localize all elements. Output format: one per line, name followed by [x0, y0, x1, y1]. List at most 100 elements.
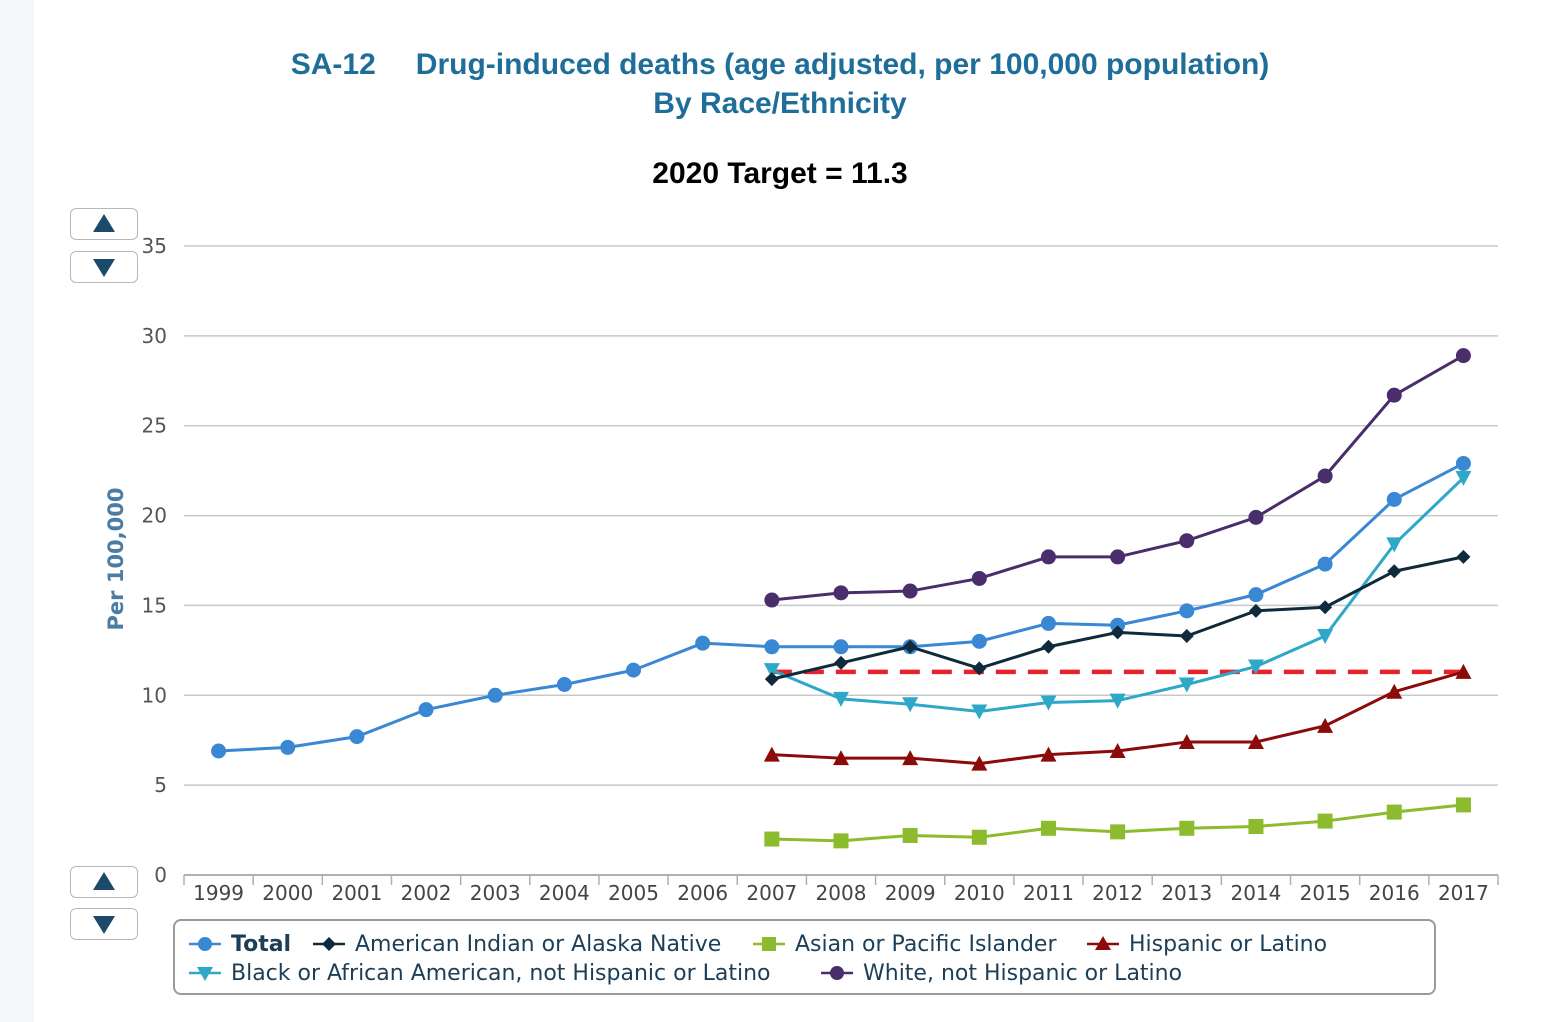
target-label: 2020 Target = 11.3	[652, 157, 908, 190]
legend-item-hispanic[interactable]: Hispanic or Latino	[1085, 930, 1327, 958]
legend-marker-triangle-down	[189, 967, 221, 981]
triangle-down-icon	[93, 916, 115, 934]
data-point	[1386, 387, 1402, 403]
data-point	[1179, 628, 1194, 643]
y-tick-label: 20	[142, 504, 167, 528]
data-point	[971, 829, 987, 845]
data-point	[833, 750, 849, 766]
legend-page-down-button[interactable]	[70, 908, 138, 940]
x-tick-label: 2010	[954, 881, 1005, 905]
x-tick-label: 2013	[1161, 881, 1212, 905]
series-asian	[764, 797, 1471, 849]
data-point	[833, 585, 849, 601]
legend-item-american-indian[interactable]: American Indian or Alaska Native	[311, 930, 721, 958]
data-point	[695, 635, 711, 651]
data-point	[1040, 820, 1056, 836]
legend-item-white[interactable]: White, not Hispanic or Latino	[819, 959, 1182, 987]
legend-label: Total	[231, 931, 292, 957]
x-tick-label: 2016	[1369, 881, 1420, 905]
data-point	[1040, 746, 1057, 762]
data-point	[556, 677, 572, 693]
legend-item-total[interactable]: Total	[187, 930, 291, 958]
data-point	[1318, 600, 1333, 615]
data-point	[1247, 734, 1264, 750]
data-point	[1317, 468, 1333, 484]
legend-marker-triangle-up	[1087, 936, 1119, 950]
legend-label: American Indian or Alaska Native	[355, 931, 722, 957]
x-tick-label: 2017	[1438, 881, 1489, 905]
data-point	[1110, 617, 1126, 633]
legend-item-black[interactable]: Black or African American, not Hispanic …	[187, 959, 770, 987]
scroll-up-button[interactable]	[70, 208, 138, 240]
data-point	[487, 687, 503, 703]
data-point	[834, 655, 848, 670]
legend-marker-square	[753, 937, 785, 951]
chart-legend: Total American Indian or Alaska Native A…	[173, 919, 1436, 995]
data-point	[1179, 533, 1195, 549]
data-point	[764, 831, 780, 847]
data-point	[418, 702, 434, 718]
data-point	[971, 755, 988, 771]
data-point	[1387, 564, 1402, 579]
data-point	[280, 739, 296, 755]
x-tick-label: 1999	[193, 881, 244, 905]
data-point	[763, 746, 780, 762]
x-tick-label: 2014	[1230, 881, 1281, 905]
data-point	[1040, 615, 1056, 631]
data-point	[1109, 742, 1126, 758]
data-point	[1178, 734, 1195, 750]
series-american-indian	[764, 549, 1471, 687]
data-point	[971, 570, 987, 586]
scroll-down-button[interactable]	[70, 251, 138, 283]
legend-item-asian[interactable]: Asian or Pacific Islander	[751, 930, 1057, 958]
data-point	[1248, 587, 1264, 603]
data-point	[1317, 813, 1333, 829]
data-point	[902, 750, 919, 766]
series-black	[763, 470, 1472, 720]
data-point	[833, 833, 849, 849]
x-tick-label: 2000	[262, 881, 313, 905]
x-tick-label: 2007	[746, 881, 797, 905]
data-point	[1248, 509, 1264, 525]
data-point	[1041, 639, 1056, 654]
x-tick-label: 2012	[1092, 881, 1143, 905]
axes: 0 5 10 15 20 25 30 35 1999 2000 2001 2002 2003 2004 20…	[142, 234, 1499, 905]
chart-subtitle: By Race/Ethnicity	[653, 87, 907, 120]
data-point	[1386, 491, 1402, 507]
x-tick-label: 2011	[1023, 881, 1074, 905]
y-axis-label: Per 100,000	[104, 488, 128, 631]
legend-marker-circle	[821, 966, 853, 980]
data-point	[211, 743, 227, 759]
x-tick-label: 2003	[470, 881, 521, 905]
y-tick-label: 30	[142, 324, 167, 348]
data-point	[833, 639, 849, 655]
data-point	[1455, 455, 1471, 471]
data-point	[764, 639, 780, 655]
x-tick-label: 2008	[816, 881, 867, 905]
series-group	[211, 348, 1472, 849]
legend-page-up-button[interactable]	[70, 866, 138, 898]
y-tick-label: 35	[142, 234, 167, 258]
data-point	[1317, 717, 1334, 733]
data-point	[1247, 659, 1264, 675]
data-point	[1179, 603, 1195, 619]
triangle-up-icon	[93, 872, 115, 890]
legend-marker-circle	[189, 937, 221, 951]
data-point	[626, 662, 642, 678]
data-point	[902, 583, 918, 599]
data-point	[1109, 693, 1126, 709]
data-point	[763, 663, 780, 679]
x-tick-label: 2006	[677, 881, 728, 905]
series-total	[211, 455, 1471, 759]
x-tick-label: 2015	[1300, 881, 1351, 905]
y-tick-label: 10	[142, 683, 167, 707]
data-point	[1110, 625, 1125, 640]
y-tick-label: 5	[154, 773, 167, 797]
y-tick-label: 15	[142, 593, 167, 617]
chart-title: SA-12 Drug-induced deaths (age adjusted, …	[0, 48, 1560, 82]
triangle-down-icon	[93, 259, 115, 277]
data-point	[1386, 683, 1403, 699]
data-point	[764, 672, 779, 687]
legend-label: Asian or Pacific Islander	[795, 931, 1057, 957]
